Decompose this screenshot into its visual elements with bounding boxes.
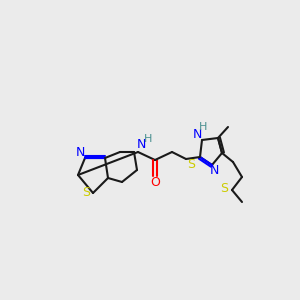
Text: S: S <box>82 187 90 200</box>
Text: N: N <box>209 164 219 178</box>
Text: S: S <box>220 182 228 194</box>
Text: H: H <box>199 122 207 132</box>
Text: O: O <box>150 176 160 190</box>
Text: S: S <box>187 158 195 170</box>
Text: N: N <box>136 139 146 152</box>
Text: H: H <box>144 134 152 144</box>
Text: N: N <box>192 128 202 140</box>
Text: N: N <box>75 146 85 158</box>
